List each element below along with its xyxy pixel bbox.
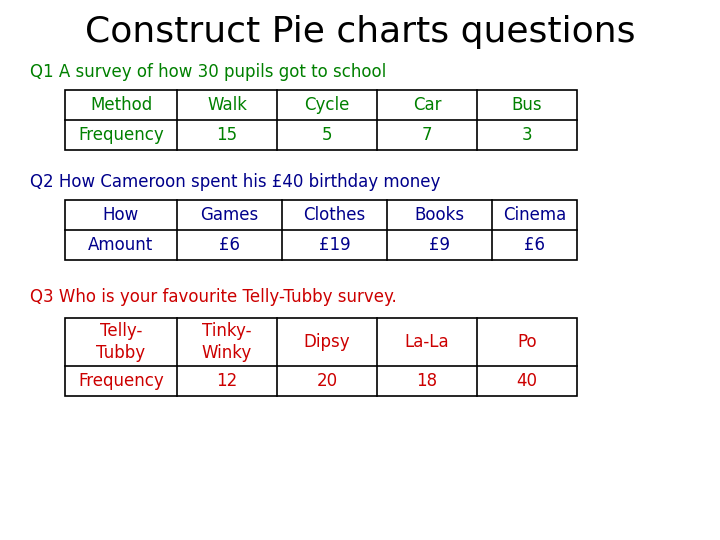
Text: Walk: Walk [207, 96, 247, 114]
Text: £6: £6 [219, 236, 240, 254]
Text: 18: 18 [416, 372, 438, 390]
Text: Q2 How Cameroon spent his £40 birthday money: Q2 How Cameroon spent his £40 birthday m… [30, 173, 441, 191]
Text: £9: £9 [429, 236, 450, 254]
Text: La-La: La-La [405, 333, 449, 351]
Text: 40: 40 [516, 372, 538, 390]
Text: 5: 5 [322, 126, 332, 144]
Text: Bus: Bus [512, 96, 542, 114]
Text: 12: 12 [217, 372, 238, 390]
Text: Telly-
Tubby: Telly- Tubby [96, 322, 145, 362]
Text: Clothes: Clothes [303, 206, 366, 224]
Text: Books: Books [415, 206, 464, 224]
Text: Amount: Amount [89, 236, 153, 254]
Text: £19: £19 [319, 236, 351, 254]
Text: 3: 3 [522, 126, 532, 144]
Text: Frequency: Frequency [78, 126, 164, 144]
Text: How: How [103, 206, 139, 224]
Bar [65, 318, 577, 396]
Text: Q1 A survey of how 30 pupils got to school: Q1 A survey of how 30 pupils got to scho… [30, 63, 386, 81]
Bar [65, 90, 577, 150]
Text: Cinema: Cinema [503, 206, 566, 224]
Text: Dipsy: Dipsy [304, 333, 351, 351]
Text: £6: £6 [524, 236, 545, 254]
Text: 15: 15 [217, 126, 238, 144]
Text: Tinky-
Winky: Tinky- Winky [202, 322, 252, 362]
Text: Method: Method [90, 96, 152, 114]
Text: 20: 20 [316, 372, 338, 390]
Text: Games: Games [200, 206, 258, 224]
Text: Po: Po [517, 333, 537, 351]
Text: Car: Car [413, 96, 441, 114]
Text: 7: 7 [422, 126, 432, 144]
Text: Frequency: Frequency [78, 372, 164, 390]
Text: Construct Pie charts questions: Construct Pie charts questions [85, 15, 635, 49]
Bar [65, 200, 577, 260]
Text: Cycle: Cycle [305, 96, 350, 114]
Text: Q3 Who is your favourite Telly-Tubby survey.: Q3 Who is your favourite Telly-Tubby sur… [30, 288, 397, 306]
